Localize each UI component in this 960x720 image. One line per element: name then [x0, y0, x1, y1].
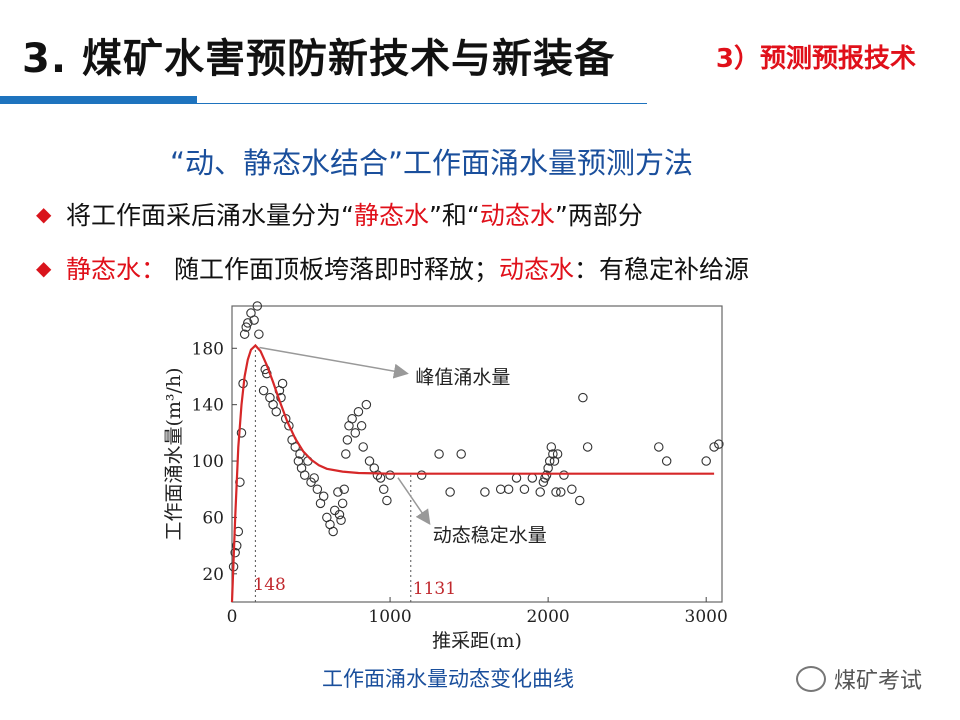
y-axis-label: 工作面涌水量(m³/h)	[163, 367, 185, 540]
scatter-point	[574, 495, 585, 506]
diamond-bullet-icon: ◆	[36, 202, 52, 226]
scatter-point	[709, 442, 719, 452]
scatter-point	[341, 449, 351, 459]
scatter-point	[318, 491, 329, 502]
scatter-point	[548, 449, 558, 459]
scatter-point	[578, 392, 588, 403]
chart-caption: 工作面涌水量动态变化曲线	[322, 667, 574, 691]
scatter-point	[701, 456, 711, 466]
scatter-point	[333, 487, 343, 497]
scatter-point	[243, 318, 253, 328]
annotation-label: 峰值涌水量	[415, 366, 510, 388]
scatter-point	[312, 484, 323, 494]
scatter-point	[284, 421, 294, 431]
scatter-point	[350, 428, 361, 438]
y-tick-label: 20	[202, 565, 224, 585]
scatter-point	[552, 449, 563, 459]
scatter-point	[336, 515, 346, 525]
scatter-point	[385, 470, 395, 480]
marker-label: 1131	[413, 579, 456, 599]
annotation-label: 动态稳定水量	[433, 525, 547, 547]
title-divider-line	[197, 103, 647, 104]
scatter-point	[456, 449, 466, 459]
annotation-arrow	[397, 477, 431, 525]
wechat-icon	[796, 666, 826, 692]
scatter-point	[353, 406, 364, 417]
scatter-point	[230, 547, 240, 558]
scatter-point	[543, 463, 553, 473]
marker-label: 148	[253, 575, 285, 595]
scatter-point	[231, 540, 242, 551]
y-tick-label: 140	[192, 396, 224, 416]
scatter-point	[299, 470, 310, 480]
scatter-point	[503, 484, 514, 494]
scatter-point	[382, 495, 392, 506]
scatter-point	[356, 421, 367, 431]
scatter-point	[337, 498, 348, 509]
diamond-bullet-icon: ◆	[36, 256, 52, 280]
scatter-point	[277, 378, 288, 389]
scatter-point	[295, 449, 305, 459]
scatter-point	[239, 329, 250, 339]
water-inflow-chart: 0 1000 2000 3000 20 60 100 140 180 推采距(m) 工作面涌水量(m…	[163, 301, 728, 652]
scatter-point	[535, 487, 545, 497]
scatter-point	[434, 449, 444, 459]
scatter-point	[254, 329, 264, 339]
section-subtitle: 3）预测预报技术	[715, 44, 916, 74]
y-tick-label: 60	[202, 508, 224, 528]
scatter-point	[342, 435, 353, 445]
scatter-point	[661, 456, 672, 466]
scatter-point	[241, 322, 251, 332]
scatter-point	[416, 470, 427, 480]
scatter-point	[372, 470, 383, 480]
annotation-arrow	[259, 346, 409, 379]
scatter-point	[546, 442, 557, 452]
title-accent-bar	[0, 96, 197, 104]
scatter-point	[328, 526, 338, 537]
scatter-point	[551, 487, 561, 497]
scatter-point	[445, 487, 455, 497]
scatter-point	[495, 484, 506, 494]
y-tick-label: 100	[192, 452, 224, 472]
scatter-point	[347, 414, 357, 424]
scatter-point	[654, 442, 664, 452]
x-tick-label: 0	[227, 607, 238, 627]
watermark: 煤矿考试	[796, 663, 922, 695]
scatter-point	[309, 473, 319, 483]
scatter-point	[258, 385, 269, 396]
bullet-item-1: ◆ 将工作面采后涌水量分为“静态水”和“动态水”两部分	[36, 201, 643, 230]
fit-curve-line	[230, 343, 715, 603]
y-tick-label: 180	[192, 339, 224, 359]
scatter-point	[236, 428, 247, 438]
scatter-point	[249, 315, 259, 325]
scatter-point	[378, 484, 389, 494]
scatter-point	[582, 442, 593, 452]
page-title: 3. 煤矿水害预防新技术与新装备	[22, 36, 615, 82]
x-tick-label: 1000	[368, 607, 411, 627]
scatter-point	[556, 487, 566, 497]
x-tick-label: 3000	[685, 607, 728, 627]
x-tick-label: 2000	[526, 607, 569, 627]
scatter-point	[559, 470, 569, 480]
scatter-point	[480, 487, 490, 497]
scatter-point	[714, 439, 724, 449]
scatter-point	[252, 301, 263, 311]
plot-frame	[231, 305, 723, 603]
content-heading: “动、静态水结合”工作面涌水量预测方法	[170, 146, 694, 180]
scatter-point	[339, 484, 349, 494]
scatter-point	[364, 456, 375, 466]
bullet-item-2: ◆ 静态水： 随工作面顶板垮落即时释放；动态水：有稳定补给源	[36, 255, 749, 284]
scatter-point	[358, 442, 368, 452]
scatter-point	[271, 406, 282, 417]
scatter-point	[334, 509, 345, 520]
scatter-point	[541, 470, 552, 480]
x-axis-label: 推采距(m)	[432, 630, 522, 652]
scatter-point	[527, 473, 538, 483]
scatter-point	[519, 484, 530, 494]
scatter-point	[567, 484, 577, 494]
scatter-point	[361, 399, 372, 410]
scatter-point	[511, 473, 522, 483]
